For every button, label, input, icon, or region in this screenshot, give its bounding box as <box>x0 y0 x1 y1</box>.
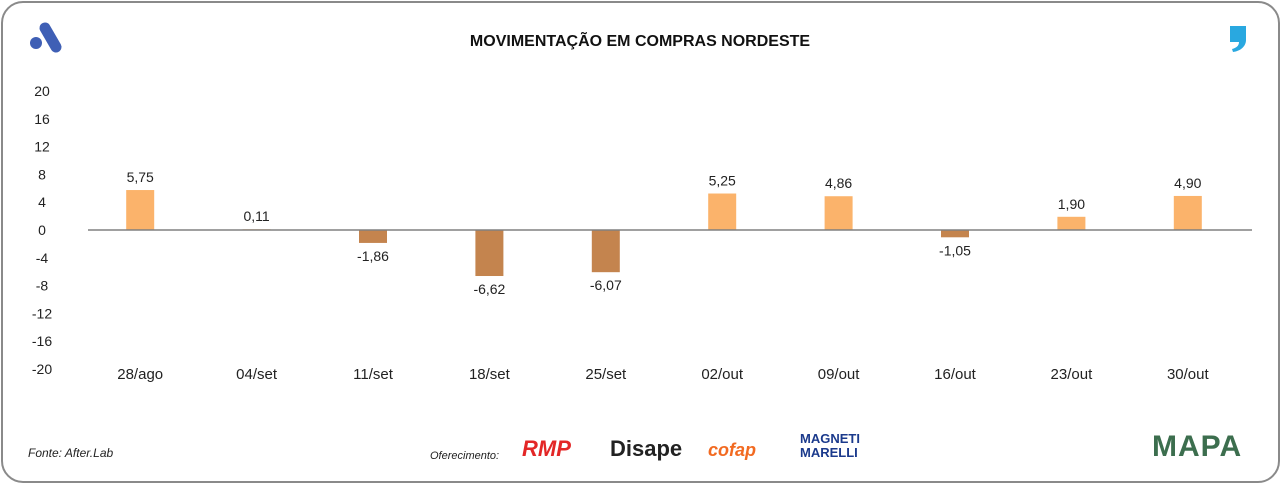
y-tick-label: -8 <box>36 278 49 294</box>
bar <box>1057 216 1086 230</box>
data-label: 5,25 <box>709 173 736 189</box>
bar <box>126 190 155 230</box>
y-tick-label: -16 <box>32 333 52 349</box>
data-label: -6,62 <box>473 281 505 297</box>
data-label: 4,90 <box>1174 175 1201 191</box>
x-tick-label: 04/set <box>236 366 278 383</box>
sponsor-cofap-logo: cofap <box>708 440 757 460</box>
sponsor-label: Oferecimento: <box>430 450 500 462</box>
sponsor-rmp-logo: RMP <box>522 436 571 461</box>
mapa-logo: MAPA <box>1152 430 1243 463</box>
y-tick-label: 20 <box>34 83 50 99</box>
y-tick-label: -20 <box>32 361 52 377</box>
y-tick-label: 8 <box>38 166 46 182</box>
y-tick-label: 0 <box>38 222 46 238</box>
y-tick-label: 4 <box>38 194 46 210</box>
x-tick-label: 11/set <box>353 366 394 383</box>
bar <box>1173 195 1202 230</box>
y-tick-label: -4 <box>36 250 49 266</box>
data-label: -1,86 <box>357 248 389 264</box>
comma-logo-icon <box>1230 26 1246 52</box>
bar <box>708 193 737 230</box>
data-label: 0,11 <box>243 208 269 224</box>
x-tick-label: 25/set <box>585 366 627 383</box>
after-lab-logo-icon <box>30 22 62 53</box>
bar-chart: 20 16 12 8 4 0 -4 -8 -12 -16 -20 5,75 28/ago 0,11 04/s… <box>32 83 1252 383</box>
x-tick-label: 09/out <box>818 366 861 383</box>
x-tick-label: 30/out <box>1167 366 1210 383</box>
data-label: -6,07 <box>590 277 622 293</box>
x-tick-label: 02/out <box>701 366 744 383</box>
data-label: 1,90 <box>1058 196 1085 212</box>
chart-title: MOVIMENTAÇÃO EM COMPRAS NORDESTE <box>469 33 811 50</box>
source-note: Fonte: After.Lab <box>28 446 114 460</box>
data-label: -1,05 <box>939 242 971 258</box>
x-tick-label: 16/out <box>934 366 977 383</box>
sponsor-disape-logo: Disape <box>610 436 683 461</box>
y-tick-label: 16 <box>34 111 50 127</box>
bar <box>359 230 387 243</box>
bar <box>941 230 969 238</box>
x-tick-label: 18/set <box>469 366 511 383</box>
data-label: 5,75 <box>127 169 154 185</box>
data-label: 4,86 <box>825 175 852 191</box>
x-tick-label: 23/out <box>1051 366 1094 383</box>
bar <box>475 230 504 277</box>
bar <box>591 230 620 273</box>
y-tick-label: -12 <box>32 305 52 321</box>
y-tick-label: 12 <box>34 139 50 155</box>
bar <box>824 196 853 230</box>
x-tick-label: 28/ago <box>117 366 163 383</box>
sponsor-magneti-marelli-logo: MAGNETI MARELLI <box>800 431 860 460</box>
